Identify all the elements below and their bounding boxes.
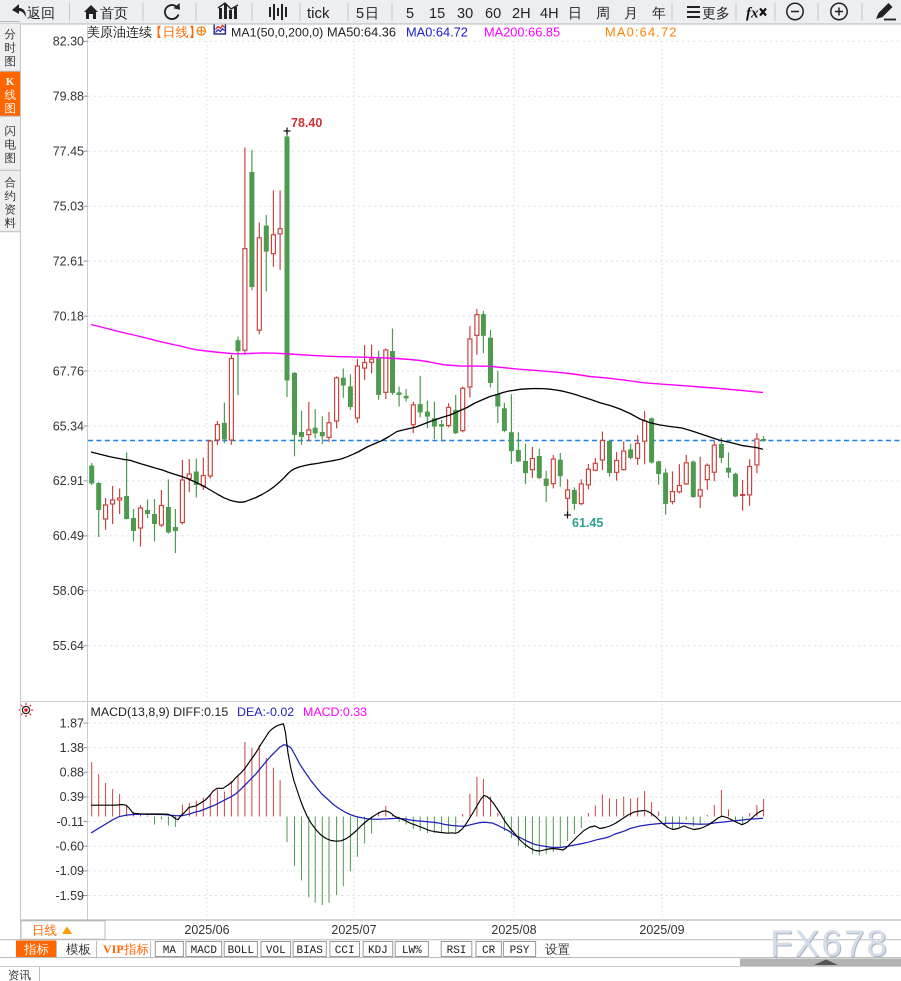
svg-text:tick: tick	[307, 5, 330, 22]
svg-text:MACD: MACD	[191, 945, 218, 957]
svg-text:FX678: FX678	[771, 924, 890, 965]
svg-text:5: 5	[356, 6, 364, 22]
svg-text:PSY: PSY	[510, 945, 530, 957]
svg-text:2025/06: 2025/06	[184, 923, 229, 937]
svg-text:60: 60	[485, 6, 501, 22]
svg-text:79.88: 79.88	[53, 90, 84, 104]
svg-text:62.91: 62.91	[53, 474, 84, 488]
svg-text:MA200:66.85: MA200:66.85	[484, 25, 560, 40]
svg-text:CCI: CCI	[335, 945, 355, 957]
svg-text:BOLL: BOLL	[228, 945, 254, 957]
svg-text:MA50:64.36: MA50:64.36	[327, 25, 396, 40]
svg-text:FX678: FX678	[770, 923, 889, 964]
svg-text:2H: 2H	[512, 6, 531, 22]
svg-text:70.18: 70.18	[53, 309, 84, 323]
svg-text:2025/09: 2025/09	[639, 923, 684, 937]
svg-text:KDJ: KDJ	[368, 945, 388, 957]
svg-text:VOL: VOL	[266, 945, 286, 957]
svg-text:MA0:64.72: MA0:64.72	[605, 25, 678, 40]
svg-text:MACD(13,8,9) DIFF:0.15: MACD(13,8,9) DIFF:0.15	[91, 705, 229, 719]
svg-text:CR: CR	[482, 945, 496, 957]
svg-text:K: K	[6, 76, 15, 88]
svg-text:fx: fx	[746, 6, 759, 22]
svg-text:65.34: 65.34	[53, 419, 84, 433]
svg-text:LW%: LW%	[402, 945, 422, 957]
svg-text:1.87: 1.87	[60, 716, 84, 730]
svg-text:5: 5	[406, 6, 414, 22]
svg-text:15: 15	[429, 6, 445, 22]
svg-text:4H: 4H	[540, 6, 559, 22]
svg-text:72.61: 72.61	[53, 254, 84, 268]
svg-text:67.76: 67.76	[53, 364, 84, 378]
svg-text:-0.11: -0.11	[56, 815, 84, 829]
svg-text:61.45: 61.45	[572, 516, 603, 530]
svg-text:MA: MA	[163, 945, 177, 957]
svg-text:MA1(50,0,200,0): MA1(50,0,200,0)	[231, 26, 323, 40]
svg-text:BIAS: BIAS	[296, 945, 323, 957]
svg-text:DEA:-0.02: DEA:-0.02	[237, 705, 294, 719]
svg-text:-1.09: -1.09	[56, 864, 85, 878]
svg-text:58.06: 58.06	[53, 584, 84, 598]
svg-text:82.30: 82.30	[53, 35, 84, 49]
svg-text:2025/08: 2025/08	[491, 923, 536, 937]
svg-text:75.03: 75.03	[53, 200, 84, 214]
svg-text:60.49: 60.49	[53, 529, 84, 543]
svg-text:RSI: RSI	[447, 945, 467, 957]
svg-text:30: 30	[457, 6, 473, 22]
svg-text:MACD:0.33: MACD:0.33	[303, 705, 367, 719]
svg-text:VIP: VIP	[103, 942, 124, 956]
svg-text:-1.59: -1.59	[56, 889, 85, 903]
svg-text:MA0:64.72: MA0:64.72	[406, 25, 468, 40]
svg-text:1.38: 1.38	[60, 741, 84, 755]
svg-text:55.64: 55.64	[53, 639, 84, 653]
svg-text:-0.60: -0.60	[56, 840, 85, 854]
svg-text:0.39: 0.39	[60, 790, 84, 804]
svg-text:77.45: 77.45	[53, 145, 84, 159]
svg-text:0.88: 0.88	[60, 766, 84, 780]
svg-text:78.40: 78.40	[291, 116, 322, 130]
svg-text:2025/07: 2025/07	[331, 923, 376, 937]
